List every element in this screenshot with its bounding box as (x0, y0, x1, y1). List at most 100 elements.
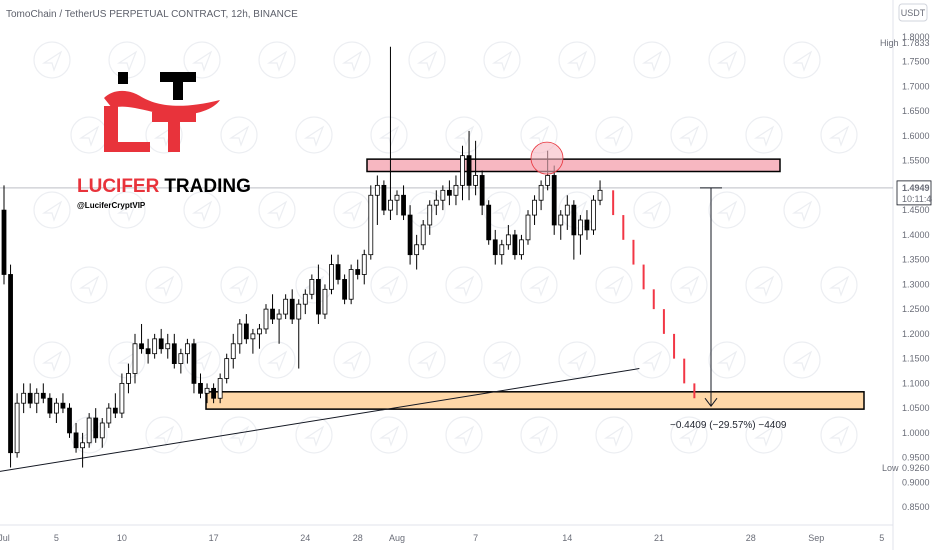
last-price-value: 1.4949 (902, 183, 930, 193)
candle-89 (584, 210, 590, 240)
time-tick-label: 7 (473, 533, 478, 543)
watermark-logo-49 (408, 341, 446, 379)
currency-button-box (898, 3, 928, 22)
candle-84 (551, 165, 557, 235)
candle-62 (407, 205, 413, 265)
time-tick-label: 10 (117, 533, 127, 543)
candle-22 (145, 338, 151, 364)
brand-logo: LUCIFER TRADING @LuciferCryptVIP (77, 72, 251, 210)
candle-9 (60, 393, 66, 414)
watermark-logo-30 (633, 191, 671, 229)
watermark-logo-48 (333, 341, 371, 379)
measure-tool[interactable]: −0.4409 (−29.57%) −4409 (670, 187, 787, 431)
price-axis[interactable]: 1.8000 1.7500 1.7000 1.6500 1.6000 1.5500 1.45… (902, 32, 930, 512)
watermark-pattern (33, 41, 858, 454)
watermark-logo-64 (745, 416, 783, 454)
candle-53 (348, 264, 354, 305)
candle-0 (1, 185, 7, 285)
watermark-logo-15 (370, 116, 408, 154)
watermark-logo-52 (633, 341, 671, 379)
watermark-logo-25 (258, 191, 296, 229)
candle-21 (139, 323, 144, 354)
price-tick-label: 1.6500 (902, 106, 930, 116)
watermark-logo-37 (370, 266, 408, 304)
candle-85 (558, 210, 564, 240)
watermark-logo-19 (670, 116, 708, 154)
candle-29 (191, 338, 197, 394)
price-tick-label: 1.7500 (902, 57, 930, 67)
time-tick-label: 5 (54, 533, 59, 543)
brand-name-part1: LUCIFER (77, 176, 160, 197)
candle-7 (47, 393, 53, 419)
price-tick-label: 1.1500 (902, 354, 930, 364)
candle-33 (217, 373, 223, 404)
candle-75 (492, 229, 498, 265)
resistance-zone[interactable] (366, 158, 781, 173)
price-tick-label: 1.6000 (902, 131, 930, 141)
watermark-logo-31 (708, 191, 746, 229)
watermark-logo-3 (258, 41, 296, 79)
price-tick-label: 0.9500 (902, 453, 930, 463)
low-value: 0.9260 (902, 463, 930, 473)
candle-81 (532, 195, 537, 225)
watermark-logo-59 (370, 416, 408, 454)
candle-86 (564, 195, 570, 230)
watermark-logo-63 (670, 416, 708, 454)
watermark-logo-7 (558, 41, 596, 79)
candle-82 (538, 180, 544, 211)
candle-14 (93, 408, 99, 443)
time-axis[interactable]: Jul510172428Aug7142128Sep511 (0, 533, 932, 543)
watermark-logo-43 (820, 266, 858, 304)
watermark-logo-38 (445, 266, 483, 304)
candle-12 (80, 432, 85, 468)
candle-18 (119, 373, 125, 419)
candle-36 (237, 319, 243, 354)
high-marker: High 1.7833 (880, 38, 930, 48)
candle-67 (440, 185, 446, 211)
candle-88 (578, 215, 583, 255)
candle-87 (571, 200, 577, 260)
candle-27 (178, 348, 184, 374)
watermark-logo-62 (595, 416, 633, 454)
resistance-touch-circle[interactable] (530, 141, 564, 175)
watermark-logo-27 (408, 191, 446, 229)
candle-70 (460, 145, 465, 201)
watermark-logo-16 (445, 116, 483, 154)
candle-37 (243, 314, 249, 344)
price-tick-label: 0.9000 (902, 477, 930, 487)
watermark-logo-29 (558, 191, 596, 229)
time-tick-label: Sep (808, 533, 824, 543)
candle-10 (67, 403, 72, 438)
time-tick-label: 28 (746, 533, 756, 543)
watermark-logo-54 (783, 341, 821, 379)
watermark-logo-56 (145, 416, 183, 454)
watermark-logo-40 (595, 266, 633, 304)
candle-19 (126, 363, 131, 394)
low-label: Low (882, 463, 899, 473)
candle-46 (302, 289, 308, 315)
currency-button[interactable]: USDT (898, 3, 928, 22)
price-tick-label: 1.0500 (902, 403, 930, 413)
candle-49 (322, 284, 328, 320)
candle-41 (270, 294, 275, 324)
candle-64 (420, 220, 426, 250)
candle-54 (355, 259, 361, 280)
candle-4 (27, 383, 33, 409)
time-tick-label: 24 (300, 533, 310, 543)
candle-65 (427, 200, 433, 235)
watermark-logo-18 (595, 116, 633, 154)
symbol-title: TomoChain / TetherUS PERPETUAL CONTRACT,… (6, 9, 298, 20)
candle-60 (394, 190, 400, 216)
candle-3 (21, 383, 27, 414)
time-tick-label: 5 (879, 533, 884, 543)
candle-1 (8, 264, 13, 468)
support-zone[interactable] (205, 391, 865, 410)
candle-35 (230, 333, 236, 369)
ascending-trendline[interactable] (0, 368, 640, 472)
watermark-logo-11 (70, 116, 108, 154)
candle-39 (257, 323, 262, 349)
time-tick-label: 28 (353, 533, 363, 543)
candles-layer (1, 46, 603, 468)
watermark-logo-65 (820, 416, 858, 454)
